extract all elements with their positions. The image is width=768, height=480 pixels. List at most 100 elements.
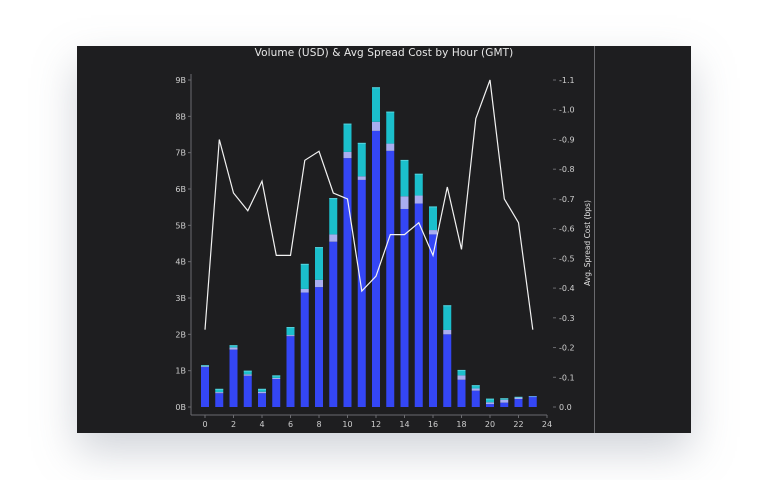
chart-title: Volume (USD) & Avg Spread Cost by Hour (…: [254, 47, 514, 59]
y2-tick-label: -0.8: [559, 165, 575, 174]
y-tick-label: 0B: [175, 403, 186, 412]
x-tick-label: 22: [513, 420, 523, 429]
volume-bar-segment: [243, 370, 252, 375]
volume-bar-segment: [343, 151, 352, 159]
y2-tick-label: -1.1: [559, 76, 575, 85]
volume-bar-segment: [457, 375, 466, 380]
y-tick-label: 7B: [175, 149, 186, 158]
spread-cost-line: [204, 79, 534, 330]
volume-bar-segment: [400, 159, 409, 197]
volume-bar-segment: [286, 336, 295, 407]
y-tick-label: 8B: [175, 112, 186, 121]
volume-bar-segment: [528, 396, 537, 407]
y2-tick-label: -1.0: [559, 106, 575, 115]
volume-bar-segment: [300, 263, 309, 289]
volume-bar-segment: [471, 385, 480, 389]
x-tick-label: 10: [342, 420, 352, 429]
volume-bar-segment: [514, 399, 523, 407]
volume-bar-segment: [343, 158, 352, 407]
y2-tick-label: -0.4: [559, 284, 575, 293]
volume-bar-segment: [343, 123, 352, 152]
x-tick-label: 2: [231, 420, 236, 429]
y-tick-label: 4B: [175, 258, 186, 267]
x-tick-label: 8: [316, 420, 321, 429]
x-tick-label: 0: [202, 420, 207, 429]
volume-bar-segment: [286, 327, 295, 336]
volume-bar-segment: [315, 287, 323, 407]
volume-bar-segment: [229, 349, 238, 407]
volume-bar-segment: [486, 398, 494, 403]
volume-bar-segment: [229, 345, 238, 348]
volume-bar-segment: [443, 305, 452, 330]
volume-bar-segment: [357, 142, 366, 177]
y2-tick-label: -0.5: [559, 254, 575, 263]
y-tick-label: 9B: [175, 76, 186, 85]
x-tick-label: 4: [259, 420, 264, 429]
volume-bar-segment: [514, 397, 523, 400]
volume-bar-segment: [386, 150, 395, 407]
volume-bar-segment: [286, 335, 295, 337]
volume-bar-segment: [272, 377, 281, 380]
volume-bar-segment: [372, 130, 380, 407]
volume-bar-segment: [357, 176, 366, 180]
volume-bar-segment: [457, 369, 466, 376]
y2-tick-label: -0.6: [559, 225, 575, 234]
volume-bar-segment: [457, 379, 466, 407]
y2-tick-label: -0.9: [559, 135, 575, 144]
axis-labels: 0B 1B 2B 3B 4B 5B 6B 7B 8B 9B 0.0 -0.1 -0.2 -0.3 -0.4 -…: [175, 76, 592, 429]
volume-bar-segment: [243, 375, 252, 407]
volume-bar-segment: [414, 173, 423, 196]
volume-bar-segment: [229, 347, 238, 350]
x-tick-label: 20: [485, 420, 495, 429]
axes: [188, 74, 556, 418]
y2-tick-label: -0.7: [559, 195, 575, 204]
volume-bar-segment: [429, 234, 437, 407]
volume-bar-segment: [215, 393, 224, 407]
y-tick-label: 3B: [175, 294, 186, 303]
volume-bar-segment: [300, 292, 309, 407]
x-tick-label: 18: [456, 420, 466, 429]
volume-bar-segment: [429, 206, 437, 231]
volume-bar-segment: [300, 288, 309, 293]
volume-bar-segment: [372, 87, 380, 122]
volume-bar-segment: [443, 334, 452, 407]
panel-divider: [594, 46, 595, 433]
volume-bar-segment: [400, 208, 409, 407]
volume-bar-segment: [443, 329, 452, 335]
volume-bar-segment: [386, 111, 395, 144]
volume-bar-segment: [258, 393, 266, 407]
volume-bar-segment: [215, 388, 224, 393]
x-tick-label: 24: [542, 420, 552, 429]
volume-bar-segment: [258, 391, 266, 394]
y-tick-label: 6B: [175, 185, 186, 194]
x-tick-label: 6: [288, 420, 293, 429]
volume-bar-segment: [243, 374, 252, 376]
volume-bar-segment: [414, 203, 423, 407]
volume-bar-segment: [329, 234, 338, 242]
volume-bar-segment: [315, 279, 323, 288]
spread-cost-polyline: [204, 79, 534, 330]
volume-bars: [201, 87, 537, 407]
volume-bar-segment: [471, 390, 480, 407]
volume-bar-segment: [215, 392, 224, 394]
volume-bar-segment: [272, 379, 281, 407]
chart-card: [77, 46, 691, 433]
y-tick-label: 1B: [175, 367, 186, 376]
x-tick-label: 12: [371, 420, 381, 429]
volume-bar-segment: [315, 247, 323, 280]
volume-bar-segment: [400, 196, 409, 209]
volume-bar-segment: [500, 399, 509, 403]
y-tick-label: 2B: [175, 330, 186, 339]
y-tick-label: 5B: [175, 221, 186, 230]
volume-bar-segment: [414, 195, 423, 204]
volume-bar-segment: [372, 121, 380, 131]
y2-tick-label: -0.2: [559, 344, 575, 353]
volume-bar-segment: [272, 375, 281, 378]
volume-bar-segment: [357, 179, 366, 407]
x-tick-label: 16: [428, 420, 438, 429]
volume-bar-segment: [486, 402, 494, 405]
volume-bar-segment: [386, 143, 395, 151]
y2-tick-label: 0.0: [559, 403, 572, 412]
volume-bar-segment: [258, 388, 266, 392]
